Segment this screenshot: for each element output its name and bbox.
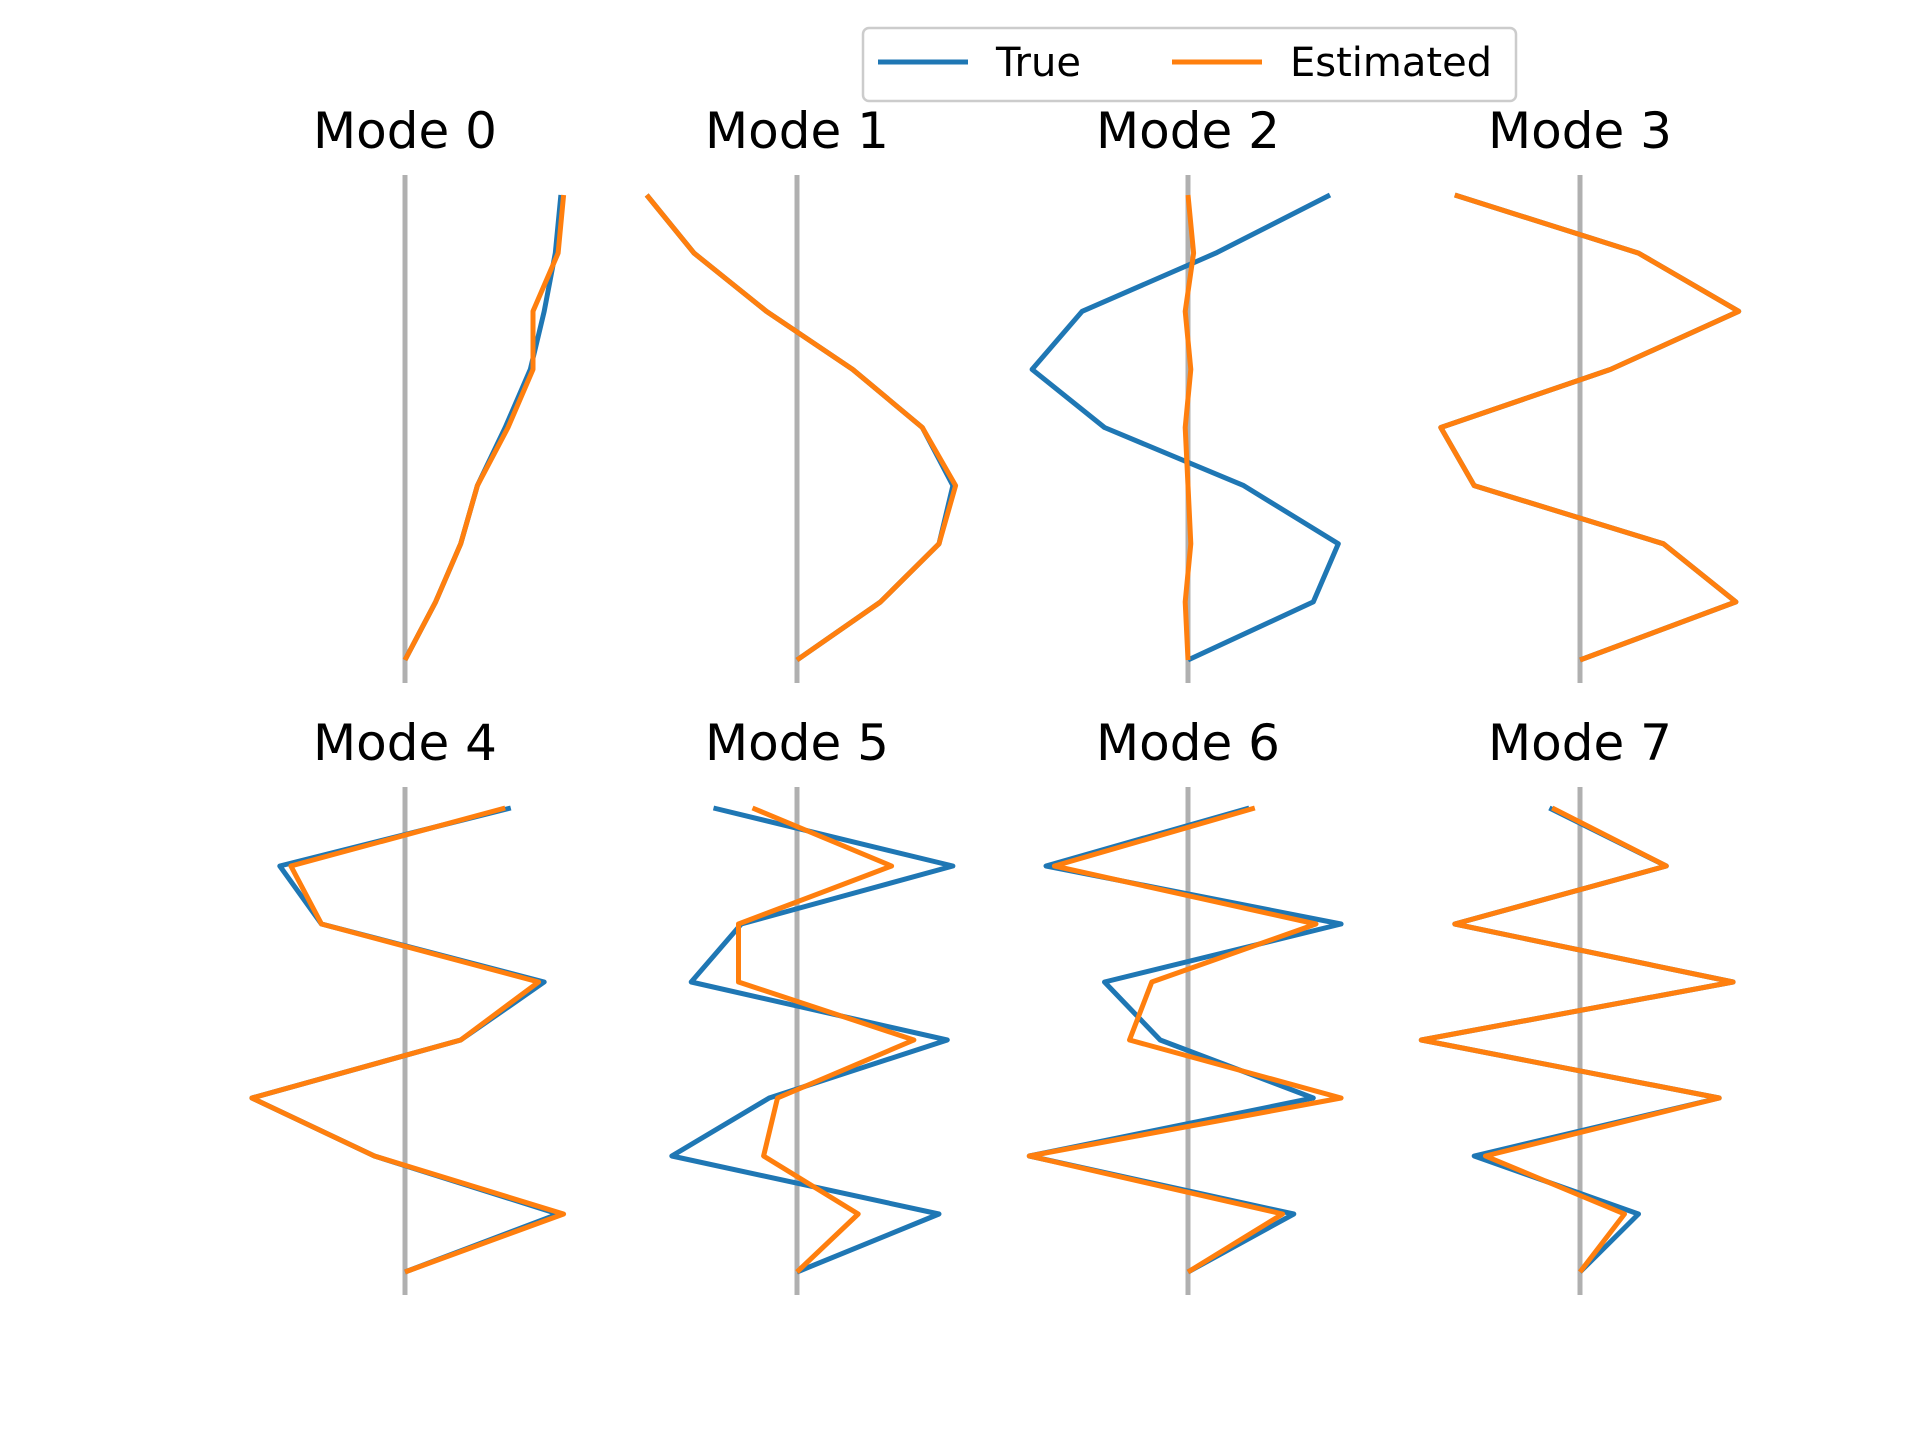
series-line-estimated [644,193,959,663]
series-line-estimated [1026,805,1344,1275]
panel-mode-5: Mode 5 [669,714,956,1295]
series-line-estimated [1438,192,1742,663]
panel-title: Mode 5 [705,714,889,772]
series-line-estimated [1182,194,1197,661]
series-line-true [669,805,956,1275]
legend-label-true: True [995,40,1081,86]
panel-title: Mode 1 [705,102,889,160]
series-line-estimated [736,805,917,1274]
series-line-estimated [1418,805,1736,1274]
panel-title: Mode 0 [313,102,497,160]
panel-title: Mode 7 [1488,714,1672,772]
panel-title: Mode 3 [1488,102,1672,160]
panel-title: Mode 4 [313,714,497,772]
legend-label-estimated: Estimated [1290,40,1492,86]
panel-title: Mode 2 [1096,102,1280,160]
panel-mode-6: Mode 6 [1026,714,1344,1295]
panel-mode-0: Mode 0 [313,102,567,683]
panel-mode-3: Mode 3 [1438,102,1742,683]
panel-mode-7: Mode 7 [1418,714,1736,1295]
panel-mode-2: Mode 2 [1029,102,1341,683]
series-line-estimated [249,805,567,1275]
panel-mode-4: Mode 4 [249,714,567,1295]
legend: True Estimated [861,26,1518,103]
series-line-true [1029,192,1341,663]
panel-title: Mode 6 [1096,714,1280,772]
panel-mode-1: Mode 1 [644,102,959,683]
series-line-estimated [402,194,567,662]
panels-grid: Mode 0 Mode 1 Mode 2 Mode 3 Mode 4 Mode 5 Mode… [249,102,1742,1295]
